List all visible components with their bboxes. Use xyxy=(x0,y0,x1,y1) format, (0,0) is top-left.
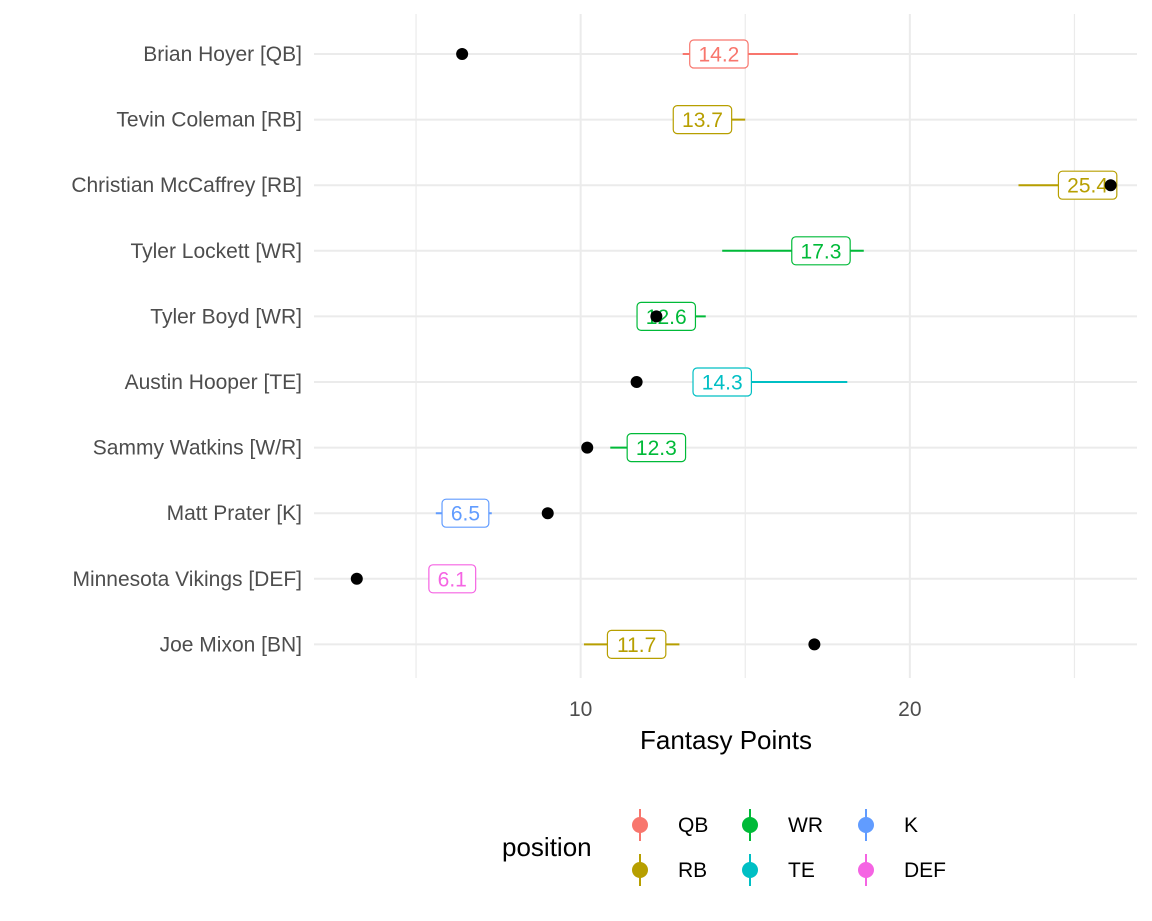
projection-label-box xyxy=(1057,170,1118,200)
legend: position QB RB WR TE K DEF xyxy=(502,809,946,886)
legend-label: DEF xyxy=(904,859,946,882)
projection-label: 14.3 xyxy=(692,367,753,397)
y-tick-label: Joe Mixon [BN] xyxy=(160,633,302,656)
legend-entry: QB xyxy=(632,809,708,841)
projection-label-box xyxy=(441,498,490,528)
interval-lines xyxy=(432,53,1111,646)
y-tick-label: Brian Hoyer [QB] xyxy=(143,43,302,66)
y-tick-labels: Brian Hoyer [QB] Tevin Coleman [RB] Christ… xyxy=(71,43,302,656)
x-tick-label: 20 xyxy=(898,698,921,721)
legend-label: QB xyxy=(678,814,708,837)
actual-points xyxy=(350,48,1117,651)
x-axis-title: Fantasy Points xyxy=(640,725,812,755)
projection-label-box xyxy=(692,367,753,397)
legend-key-point xyxy=(632,862,648,878)
legend-entry: RB xyxy=(632,854,707,886)
projection-label: 11.7 xyxy=(606,629,667,660)
legend-label: TE xyxy=(788,859,815,882)
actual-point xyxy=(650,310,663,323)
projection-label-box xyxy=(636,301,697,331)
projection-labels: 14.2 13.7 25.4 17.3 12.6 14.3 12.3 6.5 6.1 11.7 xyxy=(428,39,1118,660)
projection-label-text: 17.3 xyxy=(801,240,842,263)
projection-label: 6.1 xyxy=(428,564,477,594)
legend-label: RB xyxy=(678,859,707,882)
projection-label-box xyxy=(689,39,749,69)
projection-label-box xyxy=(606,629,667,660)
legend-label: K xyxy=(904,814,918,837)
y-tick-label: Matt Prater [K] xyxy=(167,502,302,525)
legend-entry: DEF xyxy=(858,854,946,886)
y-tick-label: Christian McCaffrey [RB] xyxy=(71,174,302,197)
x-tick-labels: 10 20 xyxy=(569,698,922,721)
projection-label-text: 11.7 xyxy=(617,634,656,657)
x-tick-label: 10 xyxy=(569,698,592,721)
projection-label: 25.4 xyxy=(1057,170,1118,200)
projection-label: 6.5 xyxy=(441,498,490,528)
y-tick-label: Tyler Lockett [WR] xyxy=(130,240,302,263)
actual-point xyxy=(541,507,554,520)
actual-point xyxy=(456,48,469,60)
legend-entry: K xyxy=(858,809,918,841)
legend-title: position xyxy=(502,832,592,862)
actual-point xyxy=(350,572,363,585)
actual-point xyxy=(581,441,594,454)
projection-label-text: 6.5 xyxy=(451,503,480,526)
legend-label: WR xyxy=(788,814,823,837)
projection-label-box xyxy=(672,104,733,135)
legend-key-point xyxy=(742,862,758,878)
y-tick-label: Austin Hooper [TE] xyxy=(125,371,302,394)
projection-label-text: 14.3 xyxy=(702,372,743,395)
projection-label-box xyxy=(626,433,687,463)
actual-point xyxy=(1104,179,1117,192)
actual-point xyxy=(630,376,643,388)
legend-entry: WR xyxy=(742,809,823,841)
projection-label: 12.6 xyxy=(636,301,697,331)
projection-label: 14.2 xyxy=(689,39,749,69)
legend-key-point xyxy=(858,862,874,878)
y-tick-label: Minnesota Vikings [DEF] xyxy=(72,568,302,591)
projection-label-text: 6.1 xyxy=(438,568,467,591)
actual-point xyxy=(808,638,821,651)
projection-label: 12.3 xyxy=(626,433,687,463)
legend-key-point xyxy=(632,817,648,833)
legend-key-point xyxy=(858,817,874,833)
projection-label-box xyxy=(428,564,477,594)
y-tick-label: Tevin Coleman [RB] xyxy=(116,109,302,132)
projection-label: 17.3 xyxy=(791,236,851,266)
legend-key-point xyxy=(742,817,758,833)
projection-label-text: 13.7 xyxy=(682,109,723,132)
projection-label: 13.7 xyxy=(672,104,733,135)
legend-entry: TE xyxy=(742,854,815,886)
projection-label-text: 14.2 xyxy=(698,44,739,67)
legend-entries: QB RB WR TE K DEF xyxy=(632,809,946,886)
y-tick-label: Tyler Boyd [WR] xyxy=(150,305,302,328)
y-tick-label: Sammy Watkins [W/R] xyxy=(93,437,302,460)
projection-label-box xyxy=(791,236,851,266)
projection-label-text: 25.4 xyxy=(1067,175,1108,198)
projection-label-text: 12.3 xyxy=(636,437,677,460)
